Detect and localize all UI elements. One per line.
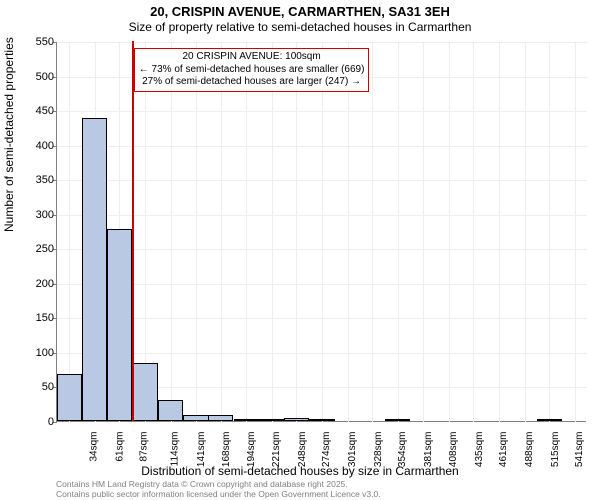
footer-text: Contains HM Land Registry data © Crown c… bbox=[56, 480, 381, 500]
y-tick-label: 350 bbox=[14, 174, 54, 186]
histogram-bar bbox=[234, 419, 259, 421]
y-tick-label: 400 bbox=[14, 140, 54, 152]
y-tick-label: 300 bbox=[14, 209, 54, 221]
y-tick-label: 200 bbox=[14, 278, 54, 290]
y-tick-label: 100 bbox=[14, 347, 54, 359]
y-tick-label: 450 bbox=[14, 105, 54, 117]
histogram-bar bbox=[107, 229, 132, 421]
y-axis-label: Number of semi-detached properties bbox=[2, 37, 16, 232]
property-marker-line bbox=[132, 41, 134, 421]
histogram-bar bbox=[132, 363, 157, 421]
histogram-bar bbox=[259, 419, 284, 421]
histogram-bar bbox=[183, 415, 208, 421]
y-tick-label: 250 bbox=[14, 243, 54, 255]
x-tick-label: 435sqm bbox=[474, 432, 485, 468]
histogram-bar bbox=[385, 419, 410, 421]
y-tick-label: 0 bbox=[14, 416, 54, 428]
x-tick-label: 221sqm bbox=[271, 432, 282, 468]
histogram-bar bbox=[284, 418, 309, 421]
x-tick-label: 408sqm bbox=[448, 432, 459, 468]
x-tick-label: 354sqm bbox=[397, 432, 408, 468]
x-tick-label: 248sqm bbox=[297, 432, 308, 468]
x-tick-label: 87sqm bbox=[139, 432, 150, 462]
footer-line-2: Contains public sector information licen… bbox=[56, 490, 381, 500]
x-tick-label: 515sqm bbox=[550, 432, 561, 468]
y-tick-label: 50 bbox=[14, 381, 54, 393]
x-tick-label: 141sqm bbox=[196, 432, 207, 468]
y-tick-label: 550 bbox=[14, 36, 54, 48]
chart-container: 20, CRISPIN AVENUE, CARMARTHEN, SA31 3EH… bbox=[0, 0, 600, 500]
x-tick-label: 168sqm bbox=[221, 432, 232, 468]
histogram-bar bbox=[158, 400, 183, 421]
x-tick-label: 301sqm bbox=[347, 432, 358, 468]
chart-title: 20, CRISPIN AVENUE, CARMARTHEN, SA31 3EH bbox=[0, 0, 600, 20]
annotation-line-1: 20 CRISPIN AVENUE: 100sqm bbox=[139, 51, 365, 64]
x-tick-label: 381sqm bbox=[423, 432, 434, 468]
annotation-box: 20 CRISPIN AVENUE: 100sqm ← 73% of semi-… bbox=[134, 48, 370, 92]
y-tick-label: 500 bbox=[14, 71, 54, 83]
x-tick-label: 61sqm bbox=[114, 432, 125, 462]
x-tick-label: 114sqm bbox=[169, 432, 180, 467]
x-tick-label: 461sqm bbox=[499, 432, 510, 468]
histogram-bar bbox=[309, 419, 334, 421]
x-tick-label: 274sqm bbox=[322, 432, 333, 468]
chart-subtitle: Size of property relative to semi-detach… bbox=[0, 20, 600, 36]
histogram-bar bbox=[57, 374, 82, 421]
x-tick-label: 34sqm bbox=[89, 432, 100, 462]
annotation-line-3: 27% of semi-detached houses are larger (… bbox=[139, 76, 365, 89]
histogram-bar bbox=[208, 415, 233, 421]
plot-area: 20 CRISPIN AVENUE: 100sqm ← 73% of semi-… bbox=[56, 42, 586, 422]
histogram-bar bbox=[537, 419, 562, 421]
x-tick-label: 194sqm bbox=[246, 432, 257, 468]
y-tick-label: 150 bbox=[14, 312, 54, 324]
x-tick-label: 328sqm bbox=[373, 432, 384, 468]
x-tick-label: 488sqm bbox=[524, 432, 535, 468]
x-tick-label: 541sqm bbox=[574, 432, 585, 468]
annotation-line-2: ← 73% of semi-detached houses are smalle… bbox=[139, 64, 365, 77]
histogram-bar bbox=[82, 118, 107, 421]
